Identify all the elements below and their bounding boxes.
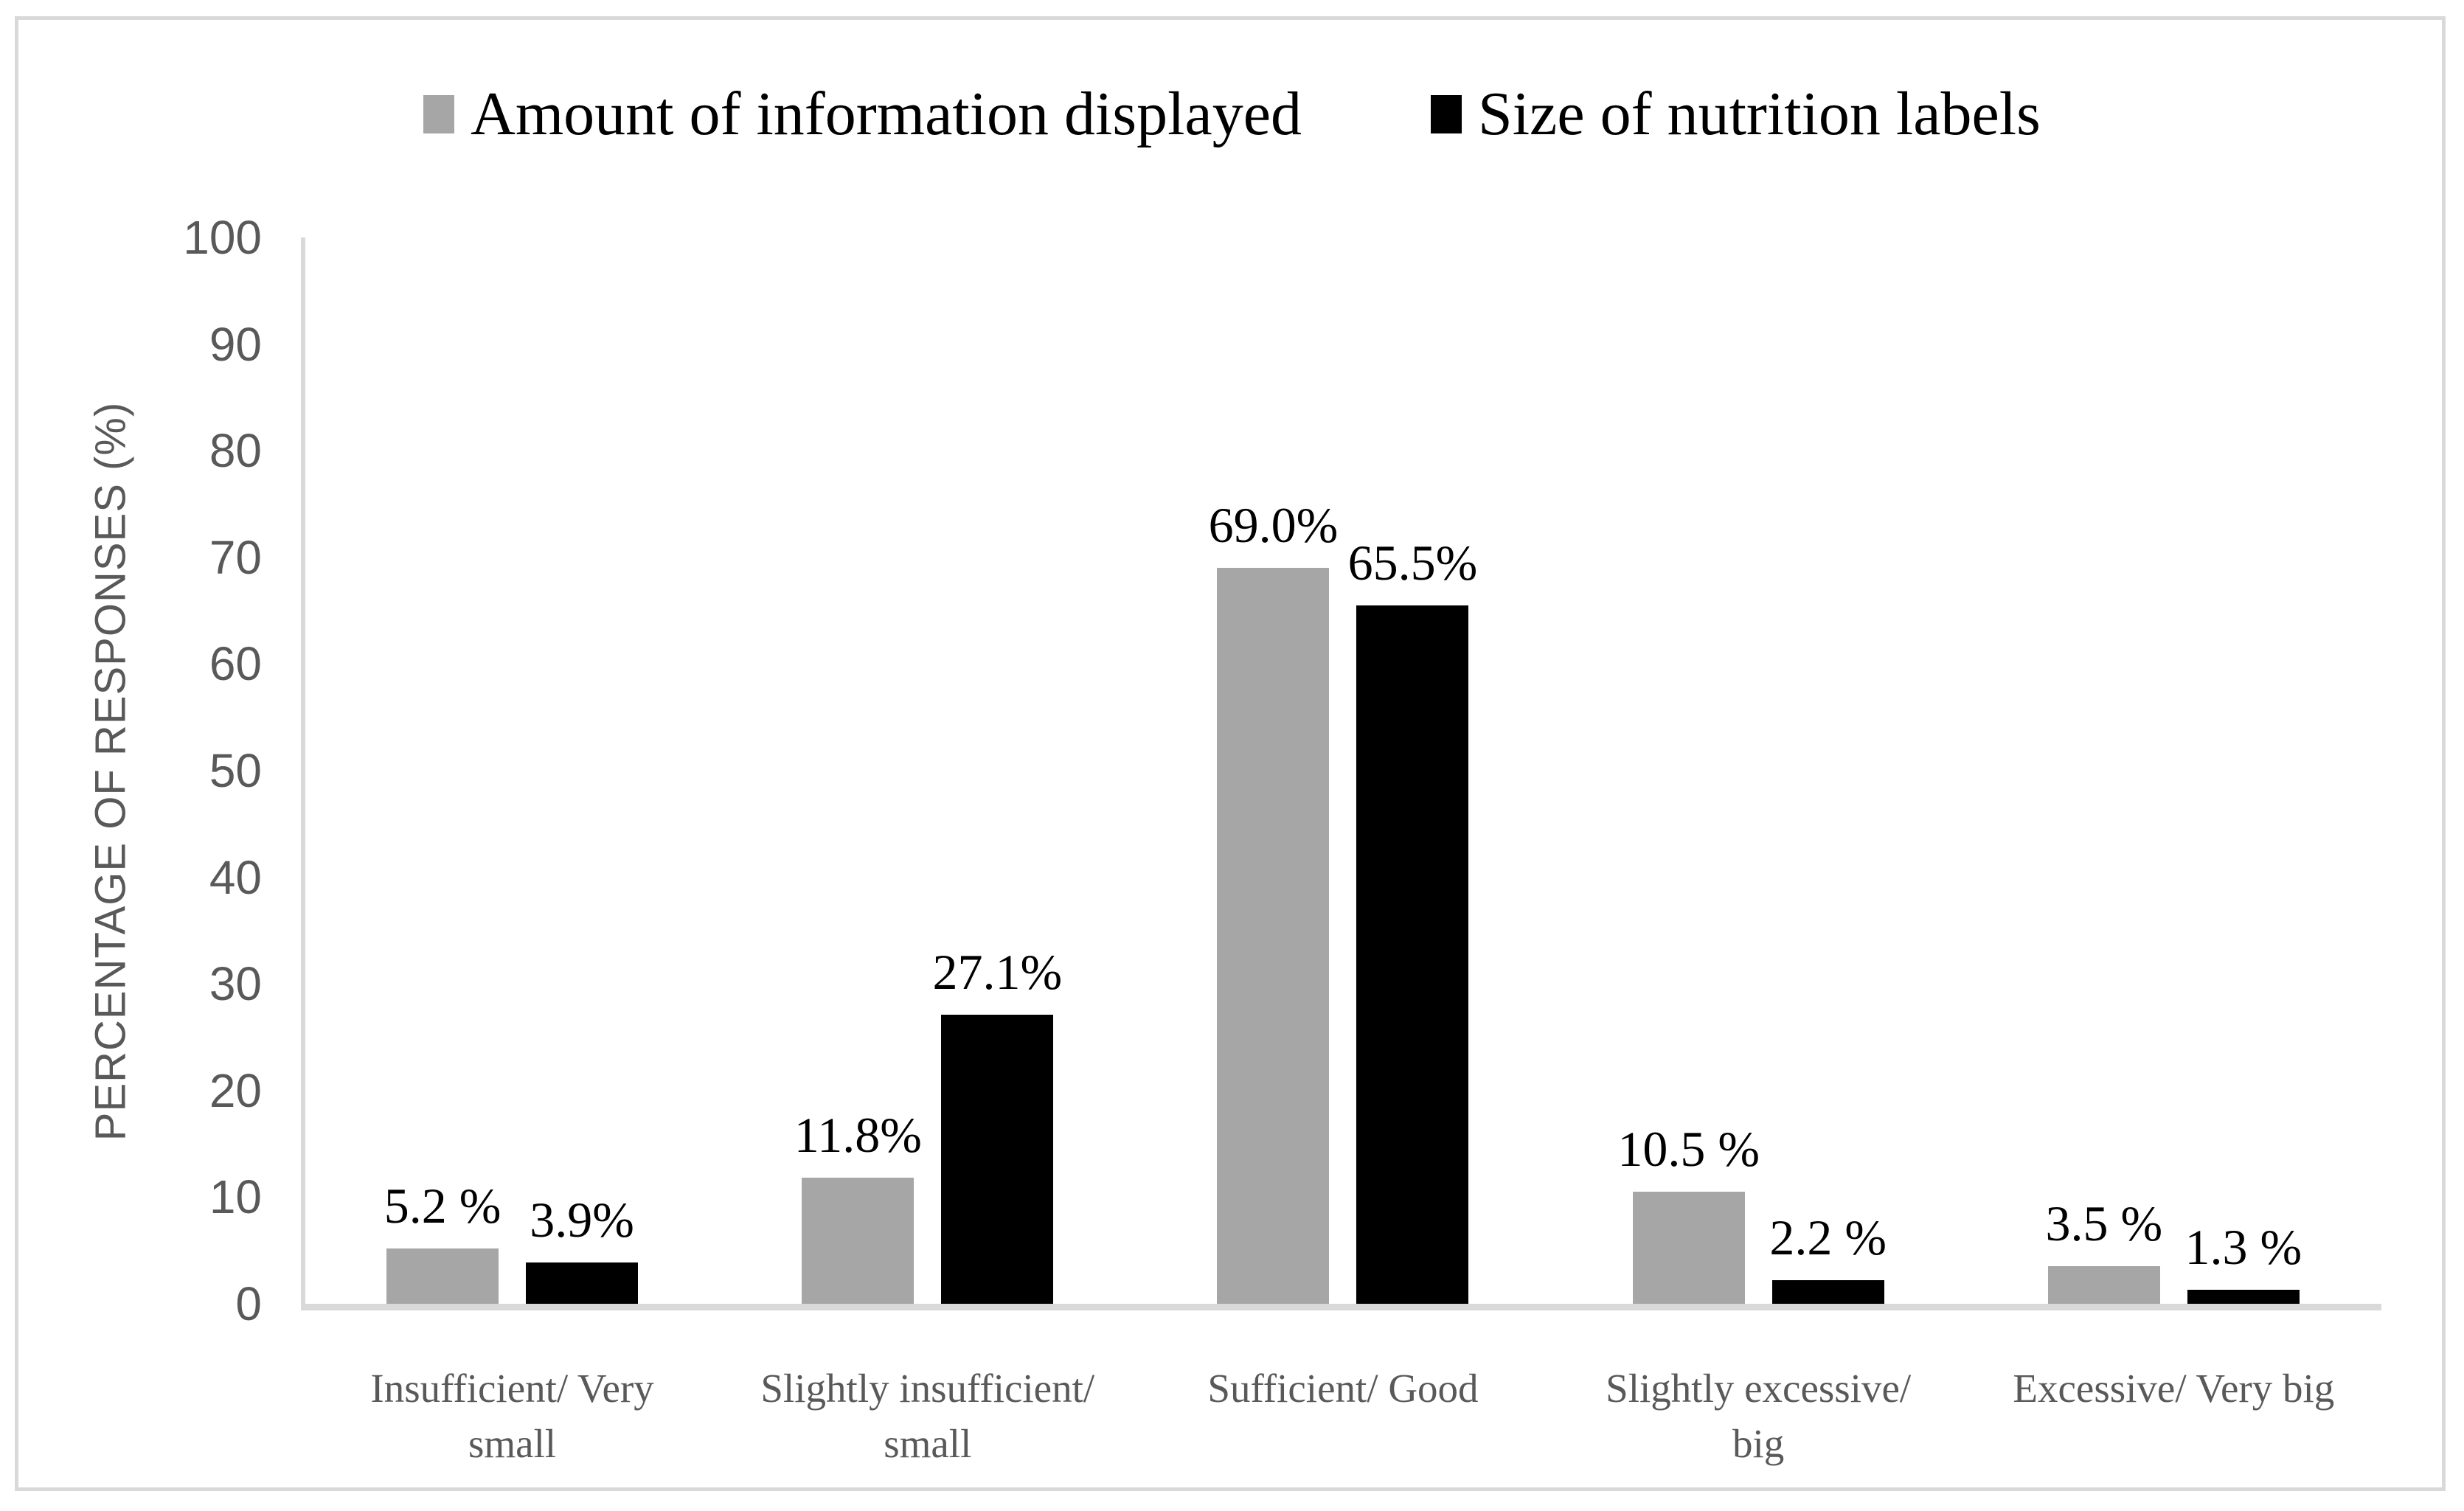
y-tick-20: 20 — [209, 1063, 262, 1117]
plot-area: 5.2 % 3.9% 11.8% 27.1% 69.0% 65.5% 10. — [305, 237, 2381, 1304]
legend-label-size: Size of nutrition labels — [1477, 80, 2041, 148]
legend-item-amount: Amount of information displayed — [423, 83, 1302, 145]
bar-size-sufficient-good: 65.5% — [1348, 538, 1477, 1304]
y-tick-50: 50 — [209, 744, 262, 797]
value-label: 65.5% — [1347, 534, 1478, 591]
value-label: 1.3 % — [2184, 1219, 2302, 1276]
legend-label-amount: Amount of information displayed — [471, 80, 1302, 148]
bar-group-slightly-excessive-big: 10.5 % 2.2 % — [1551, 237, 1966, 1304]
value-label: 27.1% — [932, 944, 1063, 1001]
y-axis-tick-labels: 100 90 80 70 60 50 40 30 20 10 0 — [111, 211, 262, 1330]
y-tick-90: 90 — [209, 317, 262, 371]
y-tick-100: 100 — [183, 211, 262, 264]
y-axis-line — [301, 237, 305, 1310]
bar-size-excessive-very-big: 1.3 % — [2185, 1222, 2302, 1304]
bar-amount-slightly-excessive-big: 10.5 % — [1617, 1124, 1760, 1304]
bar-group-slightly-insufficient-small: 11.8% 27.1% — [720, 237, 1135, 1304]
category-label-insufficient-very-small: Insufficient/ Very small — [370, 1366, 654, 1466]
bar-amount-slightly-insufficient-small: 11.8% — [794, 1110, 922, 1304]
legend-swatch-size-icon — [1430, 95, 1462, 133]
bar-group-excessive-very-big: 3.5 % 1.3 % — [1966, 237, 2381, 1304]
bar-group-sufficient-good: 69.0% 65.5% — [1135, 237, 1550, 1304]
value-label: 11.8% — [794, 1107, 922, 1164]
value-label: 69.0% — [1208, 497, 1339, 554]
value-label: 5.2 % — [384, 1177, 502, 1234]
category-label-excessive-very-big: Excessive/ Very big — [2013, 1366, 2335, 1411]
y-tick-60: 60 — [209, 637, 262, 691]
y-tick-10: 10 — [209, 1170, 262, 1224]
y-tick-70: 70 — [209, 530, 262, 584]
legend-swatch-amount-icon — [423, 95, 455, 133]
category-label-slightly-excessive-big: Slightly excessive/ big — [1606, 1366, 1912, 1466]
x-axis-line — [301, 1304, 2381, 1310]
y-tick-30: 30 — [209, 957, 262, 1011]
bar-amount-insufficient-very-small: 5.2 % — [384, 1181, 501, 1304]
bar-group-insufficient-very-small: 5.2 % 3.9% — [305, 237, 720, 1304]
bar-size-slightly-excessive-big: 2.2 % — [1769, 1212, 1887, 1304]
category-axis-labels: Insufficient/ Very small Slightly insuff… — [305, 1361, 2381, 1471]
bar-amount-sufficient-good: 69.0% — [1209, 500, 1338, 1304]
y-tick-0: 0 — [235, 1277, 262, 1330]
y-tick-80: 80 — [209, 424, 262, 478]
y-tick-40: 40 — [209, 850, 262, 904]
category-label-sufficient-good: Sufficient/ Good — [1207, 1366, 1479, 1411]
bar-size-insufficient-very-small: 3.9% — [526, 1195, 639, 1304]
legend: Amount of information displayed Size of … — [0, 74, 2464, 155]
bar-amount-excessive-very-big: 3.5 % — [2046, 1198, 2162, 1304]
bar-size-slightly-insufficient-small: 27.1% — [932, 947, 1062, 1304]
category-label-slightly-insufficient-small: Slightly insufficient/ small — [760, 1366, 1095, 1466]
value-label: 10.5 % — [1617, 1121, 1760, 1178]
value-label: 2.2 % — [1769, 1209, 1887, 1266]
value-label: 3.5 % — [2045, 1195, 2163, 1252]
value-label: 3.9% — [530, 1191, 634, 1248]
legend-item-size: Size of nutrition labels — [1430, 80, 2041, 148]
